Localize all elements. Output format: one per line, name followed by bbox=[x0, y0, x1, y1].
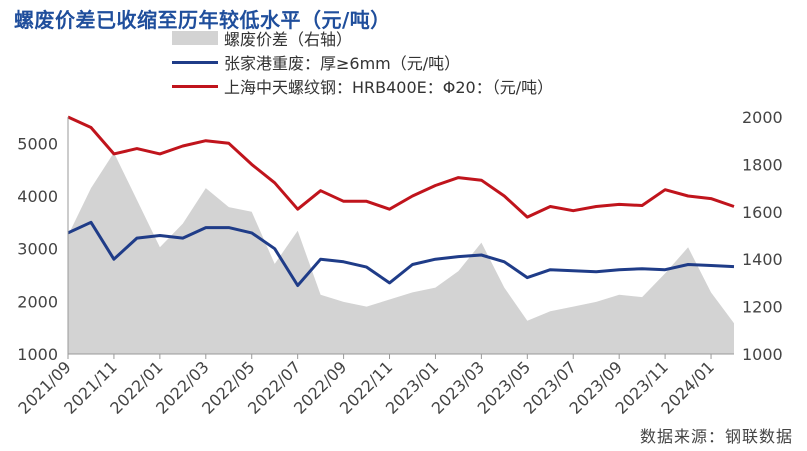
y-tick-right: 2000 bbox=[742, 108, 783, 127]
y-tick-left: 3000 bbox=[17, 240, 58, 259]
y-tick-right: 1200 bbox=[742, 298, 783, 317]
legend-item-rebar: 上海中天螺纹钢：HRB400E：Φ20：（元/吨） bbox=[172, 74, 553, 98]
legend-swatch-rebar bbox=[172, 84, 218, 88]
legend-item-spread: 螺废价差（右轴） bbox=[172, 26, 553, 50]
series-line-scrap bbox=[67, 220, 735, 287]
legend-swatch-spread bbox=[172, 31, 218, 45]
series-line-rebar bbox=[67, 115, 735, 219]
y-tick-left: 1000 bbox=[17, 345, 58, 364]
y-tick-right: 1800 bbox=[742, 155, 783, 174]
y-tick-left: 2000 bbox=[17, 292, 58, 311]
y-tick-right: 1000 bbox=[742, 345, 783, 364]
series-area-spread bbox=[68, 152, 734, 354]
y-tick-right: 1400 bbox=[742, 250, 783, 269]
legend: 螺废价差（右轴） 张家港重废：厚≥6mm（元/吨） 上海中天螺纹钢：HRB400… bbox=[172, 26, 553, 98]
legend-item-scrap: 张家港重废：厚≥6mm（元/吨） bbox=[172, 50, 553, 74]
legend-label-spread: 螺废价差（右轴） bbox=[224, 30, 353, 49]
legend-label-scrap: 张家港重废：厚≥6mm（元/吨） bbox=[224, 54, 461, 73]
y-tick-left: 4000 bbox=[17, 187, 58, 206]
y-tick-left: 5000 bbox=[17, 134, 58, 153]
chart-title: 螺废价差已收缩至历年较低水平（元/吨） bbox=[14, 8, 391, 32]
legend-swatch-scrap bbox=[172, 60, 218, 64]
data-source: 数据来源：钢联数据 bbox=[639, 427, 793, 446]
y-tick-right: 1600 bbox=[742, 203, 783, 222]
legend-label-rebar: 上海中天螺纹钢：HRB400E：Φ20：（元/吨） bbox=[224, 78, 554, 97]
